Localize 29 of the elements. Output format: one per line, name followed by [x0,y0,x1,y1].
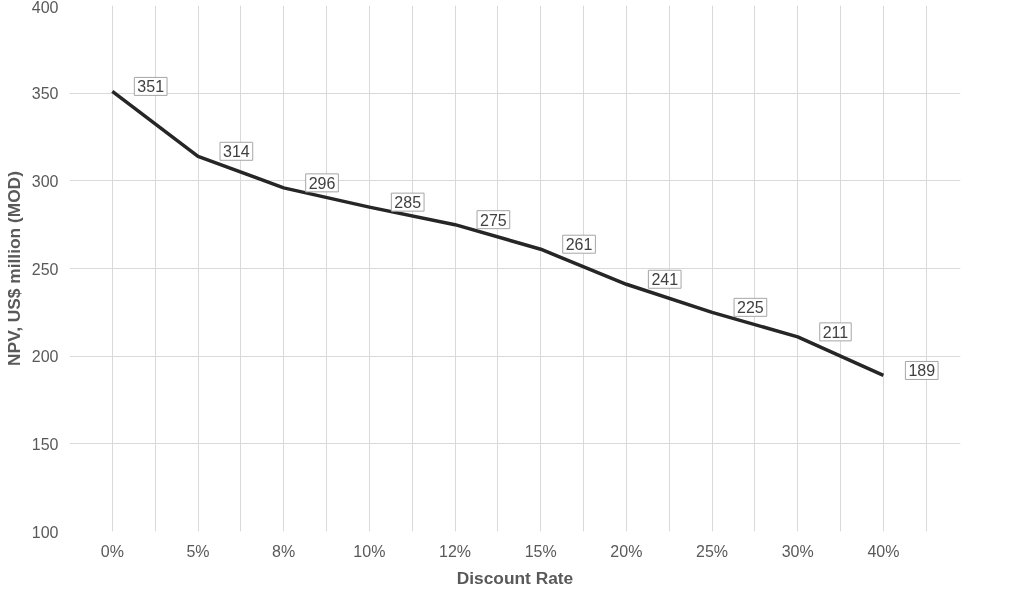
data-label: 225 [737,299,764,317]
x-tick-label: 0% [100,542,124,560]
y-tick-label: 350 [31,85,59,103]
y-tick-label: 200 [31,348,59,366]
data-label: 241 [651,271,679,289]
x-tick-label: 20% [610,542,643,560]
y-tick-label: 100 [31,523,59,541]
data-label: 314 [223,143,250,161]
y-tick-label: 150 [31,435,59,453]
x-tick-label: 8% [272,542,296,560]
y-axis-title: NPV, US$ million (MOD) [3,171,24,366]
x-tick-label: 10% [353,542,386,560]
data-label: 275 [480,211,507,229]
data-label: 211 [822,323,849,341]
x-tick-label: 15% [524,542,557,560]
x-tick-label: 30% [781,542,814,560]
y-tick-label: 300 [31,172,59,190]
x-tick-label: 12% [439,542,472,560]
data-label: 296 [308,174,336,192]
y-tick-label: 400 [31,0,59,16]
x-tick-label: 25% [696,542,729,560]
data-label: 351 [137,78,165,96]
data-label: 285 [394,194,422,212]
y-tick-label: 250 [31,260,59,278]
data-label: 189 [908,362,936,380]
x-tick-label: 5% [186,542,210,560]
data-label: 261 [565,236,593,254]
x-tick-label: 40% [867,542,900,560]
x-axis-title: Discount Rate [456,567,574,588]
